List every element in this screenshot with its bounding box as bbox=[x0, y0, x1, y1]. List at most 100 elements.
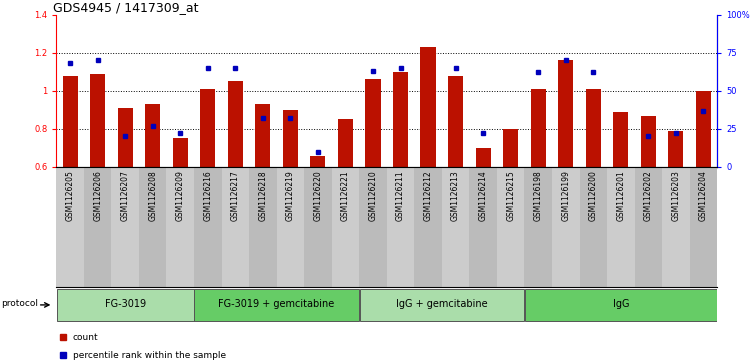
Bar bbox=[255, 104, 270, 167]
Bar bbox=[56, 167, 84, 287]
Text: GSM1126200: GSM1126200 bbox=[589, 171, 598, 221]
FancyBboxPatch shape bbox=[360, 289, 524, 321]
Bar bbox=[475, 148, 490, 167]
Text: GSM1126198: GSM1126198 bbox=[534, 171, 543, 221]
Bar bbox=[524, 15, 552, 167]
Bar bbox=[249, 167, 276, 287]
Text: GSM1126211: GSM1126211 bbox=[396, 171, 405, 221]
Bar bbox=[558, 60, 573, 167]
Bar bbox=[139, 15, 167, 167]
Bar bbox=[580, 167, 607, 287]
Bar bbox=[635, 167, 662, 287]
Bar bbox=[662, 167, 689, 287]
Bar bbox=[201, 89, 216, 167]
Bar bbox=[304, 15, 332, 167]
Bar bbox=[111, 15, 139, 167]
Bar bbox=[139, 167, 167, 287]
Text: GSM1126209: GSM1126209 bbox=[176, 171, 185, 221]
Bar bbox=[635, 15, 662, 167]
Text: IgG: IgG bbox=[613, 299, 629, 309]
Text: GSM1126212: GSM1126212 bbox=[424, 171, 433, 221]
Text: GSM1126217: GSM1126217 bbox=[231, 171, 240, 221]
Text: GSM1126213: GSM1126213 bbox=[451, 171, 460, 221]
Bar bbox=[689, 167, 717, 287]
Bar bbox=[415, 167, 442, 287]
Bar bbox=[524, 167, 552, 287]
Bar bbox=[111, 167, 139, 287]
Bar bbox=[387, 167, 415, 287]
Text: GSM1126210: GSM1126210 bbox=[369, 171, 378, 221]
Bar bbox=[332, 167, 359, 287]
FancyBboxPatch shape bbox=[195, 289, 359, 321]
Bar bbox=[607, 15, 635, 167]
Bar bbox=[662, 15, 689, 167]
Bar bbox=[497, 15, 524, 167]
Bar bbox=[503, 129, 518, 167]
Text: GSM1126202: GSM1126202 bbox=[644, 171, 653, 221]
Bar bbox=[338, 119, 353, 167]
Bar bbox=[283, 110, 298, 167]
Bar bbox=[497, 167, 524, 287]
Bar bbox=[276, 167, 304, 287]
FancyBboxPatch shape bbox=[525, 289, 717, 321]
Text: GSM1126216: GSM1126216 bbox=[204, 171, 213, 221]
Text: GDS4945 / 1417309_at: GDS4945 / 1417309_at bbox=[53, 1, 198, 15]
Text: GSM1126219: GSM1126219 bbox=[286, 171, 295, 221]
Bar bbox=[668, 131, 683, 167]
Text: GSM1126220: GSM1126220 bbox=[313, 171, 322, 221]
Text: GSM1126201: GSM1126201 bbox=[617, 171, 626, 221]
Bar bbox=[249, 15, 276, 167]
Text: GSM1126208: GSM1126208 bbox=[148, 171, 157, 221]
Text: GSM1126215: GSM1126215 bbox=[506, 171, 515, 221]
Bar bbox=[393, 72, 408, 167]
Bar bbox=[607, 167, 635, 287]
Text: count: count bbox=[73, 333, 98, 342]
Bar bbox=[194, 167, 222, 287]
Text: GSM1126218: GSM1126218 bbox=[258, 171, 267, 221]
Bar bbox=[332, 15, 359, 167]
Bar bbox=[359, 167, 387, 287]
Bar bbox=[442, 167, 469, 287]
Bar bbox=[531, 89, 546, 167]
Bar bbox=[469, 15, 497, 167]
Text: FG-3019: FG-3019 bbox=[104, 299, 146, 309]
Text: GSM1126199: GSM1126199 bbox=[561, 171, 570, 221]
Bar bbox=[387, 15, 415, 167]
Bar bbox=[448, 76, 463, 167]
Bar bbox=[62, 76, 77, 167]
Bar bbox=[56, 15, 84, 167]
Bar bbox=[167, 15, 194, 167]
Bar bbox=[84, 167, 111, 287]
Bar bbox=[173, 138, 188, 167]
Bar bbox=[118, 108, 133, 167]
Bar bbox=[552, 167, 580, 287]
Text: IgG + gemcitabine: IgG + gemcitabine bbox=[396, 299, 487, 309]
Text: GSM1126204: GSM1126204 bbox=[699, 171, 708, 221]
Text: GSM1126203: GSM1126203 bbox=[671, 171, 680, 221]
Bar bbox=[222, 167, 249, 287]
Text: GSM1126206: GSM1126206 bbox=[93, 171, 102, 221]
Bar bbox=[84, 15, 111, 167]
Bar bbox=[442, 15, 469, 167]
Bar bbox=[421, 47, 436, 167]
Bar bbox=[228, 81, 243, 167]
Bar bbox=[580, 15, 607, 167]
Text: FG-3019 + gemcitabine: FG-3019 + gemcitabine bbox=[219, 299, 335, 309]
Bar bbox=[641, 115, 656, 167]
Bar bbox=[689, 15, 717, 167]
Text: GSM1126214: GSM1126214 bbox=[478, 171, 487, 221]
Bar bbox=[304, 167, 332, 287]
Bar bbox=[167, 167, 194, 287]
Bar bbox=[696, 91, 711, 167]
Bar bbox=[586, 89, 601, 167]
Text: GSM1126221: GSM1126221 bbox=[341, 171, 350, 221]
Bar bbox=[415, 15, 442, 167]
Text: percentile rank within the sample: percentile rank within the sample bbox=[73, 351, 226, 359]
Bar bbox=[552, 15, 580, 167]
Bar bbox=[310, 155, 325, 167]
Bar bbox=[276, 15, 304, 167]
Bar bbox=[194, 15, 222, 167]
Bar bbox=[614, 112, 629, 167]
Bar bbox=[359, 15, 387, 167]
Bar bbox=[366, 79, 381, 167]
